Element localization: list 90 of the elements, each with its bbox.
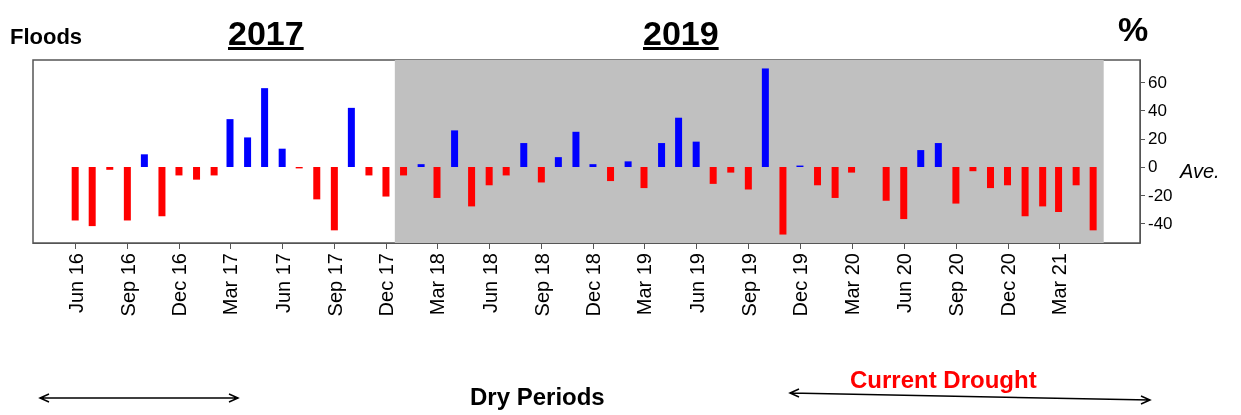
bar	[779, 166, 787, 235]
bar	[554, 157, 562, 167]
bar	[244, 137, 252, 167]
bar	[1055, 166, 1063, 213]
bar	[1039, 166, 1047, 207]
x-tick-label: Jun 16	[64, 253, 87, 314]
bar	[210, 166, 218, 176]
x-tick-label: Sep 16	[116, 253, 139, 317]
x-tick-label: Mar 18	[426, 253, 449, 316]
bar	[917, 150, 925, 167]
text: Dry Periods	[470, 383, 605, 411]
bar	[952, 166, 960, 204]
bar	[969, 166, 977, 172]
bar	[1004, 166, 1012, 186]
bar	[88, 166, 96, 227]
x-tick-label: Jun 18	[478, 253, 501, 314]
y-tick-label: 20	[1148, 129, 1167, 149]
bar	[987, 166, 994, 189]
x-tick-label: Jun 19	[685, 253, 708, 314]
bar	[123, 166, 131, 221]
bar	[934, 143, 942, 167]
bar	[106, 166, 114, 170]
bar	[226, 119, 234, 167]
x-tick-label: Dec 16	[168, 253, 191, 317]
bar	[158, 166, 166, 217]
x-tick-label: Jun 20	[893, 253, 916, 314]
bar	[675, 117, 683, 167]
bar	[572, 131, 580, 167]
bar	[848, 166, 856, 173]
bar	[330, 166, 338, 231]
y-tick-label: 60	[1148, 73, 1167, 93]
bar	[71, 166, 79, 221]
text: 2017	[228, 14, 304, 53]
x-tick-label: Dec 18	[582, 253, 605, 317]
x-tick-label: Mar 17	[219, 253, 242, 316]
bar	[278, 148, 286, 167]
x-tick-label: Sep 18	[530, 253, 553, 317]
bar	[1072, 166, 1080, 186]
bar	[261, 88, 269, 167]
x-tick-label: Mar 20	[840, 253, 863, 316]
y-tick-label: -40	[1148, 213, 1173, 233]
bar	[485, 166, 493, 186]
y-tick-label: -20	[1148, 185, 1173, 205]
text: Ave.	[1180, 160, 1220, 183]
bar	[900, 166, 908, 220]
y-tick-label: 0	[1148, 157, 1158, 177]
bar	[1021, 166, 1029, 217]
bar	[1089, 166, 1097, 231]
text: 2019	[643, 14, 719, 53]
bar	[624, 161, 632, 167]
bar	[709, 166, 717, 184]
x-tick-label: Sep 17	[323, 253, 346, 317]
x-tick-label: Dec 19	[789, 253, 812, 317]
bar	[400, 166, 408, 176]
y-tick-label: 40	[1148, 101, 1167, 121]
bar	[502, 166, 510, 176]
bar	[433, 166, 441, 198]
bar	[468, 166, 476, 207]
x-tick-label: Dec 17	[375, 253, 398, 317]
bar	[417, 164, 425, 167]
bar	[537, 166, 545, 183]
x-tick-label: Jun 17	[271, 253, 294, 314]
bar	[589, 164, 597, 167]
bar	[382, 166, 390, 197]
x-tick-label: Dec 20	[996, 253, 1019, 317]
bar	[658, 143, 666, 167]
bar	[347, 107, 355, 167]
x-tick-label: Mar 21	[1047, 253, 1070, 316]
bar	[831, 166, 839, 198]
bar	[193, 166, 201, 180]
x-tick-label: Sep 20	[945, 253, 968, 317]
bar	[761, 68, 769, 167]
bar	[640, 166, 648, 189]
bar	[365, 166, 373, 176]
bar	[140, 154, 148, 167]
bar	[744, 166, 752, 190]
bar	[607, 166, 615, 182]
x-tick-label: Mar 19	[633, 253, 656, 316]
text: Current Drought	[850, 366, 1037, 394]
x-tick-label: Sep 19	[737, 253, 760, 317]
text: Floods	[10, 24, 83, 50]
bar	[175, 166, 183, 176]
bar	[520, 143, 528, 167]
y-axis-title: %	[1118, 10, 1149, 49]
bar	[692, 141, 700, 167]
bar	[313, 166, 321, 200]
bar	[882, 166, 890, 201]
bar	[814, 166, 822, 186]
bar	[727, 166, 735, 173]
bar	[451, 130, 459, 167]
